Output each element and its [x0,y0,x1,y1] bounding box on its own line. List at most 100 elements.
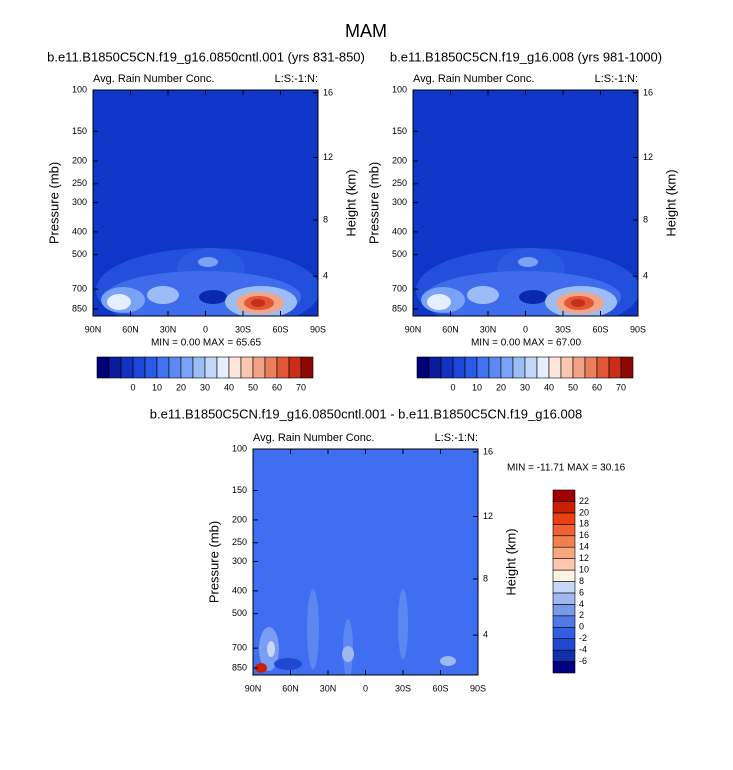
colorbar-box [500,356,514,379]
contour-shade [255,663,267,673]
contour-shade [427,294,451,310]
colorbar-box [560,356,574,379]
y-axis-label: Pressure (mb) [366,162,381,244]
y-tick-label: 250 [232,537,247,547]
contour-field [253,449,478,675]
left-string: Avg. Rain Number Conc. [253,432,374,444]
y-tick-label: 300 [232,556,247,566]
colorbar-label: -2 [579,633,587,643]
y-tick-label: 100 [72,84,87,94]
y2-axis-label: Height (km) [503,528,518,595]
right-string: L:S:-1:N: [435,432,478,444]
x-tick-label: 0 [523,324,528,334]
y2-axis-label: Height (km) [343,169,358,236]
colorbar-box [488,356,502,379]
field-background [253,449,478,675]
colorbar-box [120,356,134,379]
colorbar-label: 60 [272,382,282,392]
colorbar-box [440,356,454,379]
colorbar-box [300,356,314,379]
colorbar-box [144,356,158,379]
colorbar-box [180,356,194,379]
y2-tick-label: 12 [323,152,333,162]
x-tick-label: 0 [363,683,368,693]
colorbar-label: 20 [496,382,506,392]
y-tick-label: 150 [232,485,247,495]
panel-title: b.e11.B1850C5CN.f19_g16.0850cntl.001 - b… [150,406,582,421]
colorbar-label: 0 [579,622,584,632]
colorbar-label: -4 [579,645,587,655]
y-tick-label: 100 [392,84,407,94]
colorbar-label: 40 [224,382,234,392]
colorbar-box [552,569,576,582]
y-tick-label: 150 [392,126,407,136]
y-tick-label: 300 [72,197,87,207]
colorbar-box [552,604,576,617]
x-tick-label: 90N [405,324,422,334]
y-tick-label: 850 [232,662,247,672]
contour-shade [251,299,265,307]
colorbar-box [552,615,576,628]
colorbar-label: 0 [450,382,455,392]
colorbar-label: 40 [544,382,554,392]
contour-shade [518,257,538,267]
colorbar-box [428,356,442,379]
colorbar-box [536,356,550,379]
colorbar-box [552,592,576,605]
left-string: Avg. Rain Number Conc. [93,73,214,85]
y-tick-label: 200 [392,155,407,165]
x-tick-label: 30N [480,324,497,334]
colorbar-box [552,524,576,537]
colorbar-label: 50 [248,382,258,392]
colorbar-label: 2 [579,610,584,620]
colorbar-box [452,356,466,379]
contour-shade [519,290,547,304]
y-tick-label: 700 [392,284,407,294]
contour-shade [274,658,302,670]
x-tick-label: 0 [203,324,208,334]
colorbar-label: 20 [176,382,186,392]
x-tick-label: 60N [122,324,139,334]
colorbar-label: 6 [579,587,584,597]
x-tick-label: 90S [310,324,326,334]
y-tick-label: 500 [232,608,247,618]
contour-shade [467,286,499,304]
colorbar-box [132,356,146,379]
y-tick-label: 850 [72,303,87,313]
colorbar-label: 30 [520,382,530,392]
y-tick-label: 500 [392,249,407,259]
y-tick-label: 400 [72,226,87,236]
y2-tick-label: 8 [323,214,328,224]
y2-tick-label: 12 [643,152,653,162]
contour-shade [267,641,275,657]
y-tick-label: 400 [232,585,247,595]
colorbar-label: 20 [579,507,589,517]
colorbar-box [552,501,576,514]
y2-axis-label: Height (km) [663,169,678,236]
y-tick-label: 250 [72,178,87,188]
colorbar-box [156,356,170,379]
colorbar-label: 60 [592,382,602,392]
colorbar-box [608,356,622,379]
colorbar-box [552,638,576,651]
colorbar-box [552,546,576,559]
y-tick-label: 150 [72,126,87,136]
contour-shade [147,286,179,304]
y-tick-label: 500 [72,249,87,259]
colorbar-box [584,356,598,379]
annotation: MIN = -11.71 MAX = 30.16 [507,463,626,474]
y-axis-label: Pressure (mb) [46,162,61,244]
colorbar-box [524,356,538,379]
colorbar-label: 16 [579,530,589,540]
y-tick-label: 100 [232,443,247,453]
y-tick-label: 200 [72,155,87,165]
x-tick-label: 60S [592,324,608,334]
y2-tick-label: 4 [483,630,488,640]
colorbar-box [228,356,242,379]
colorbar-label: 14 [579,542,589,552]
colorbar-box [96,356,110,379]
colorbar-box [216,356,230,379]
panel-title: b.e11.B1850C5CN.f19_g16.0850cntl.001 (yr… [47,49,365,64]
x-tick-label: 60N [442,324,459,334]
